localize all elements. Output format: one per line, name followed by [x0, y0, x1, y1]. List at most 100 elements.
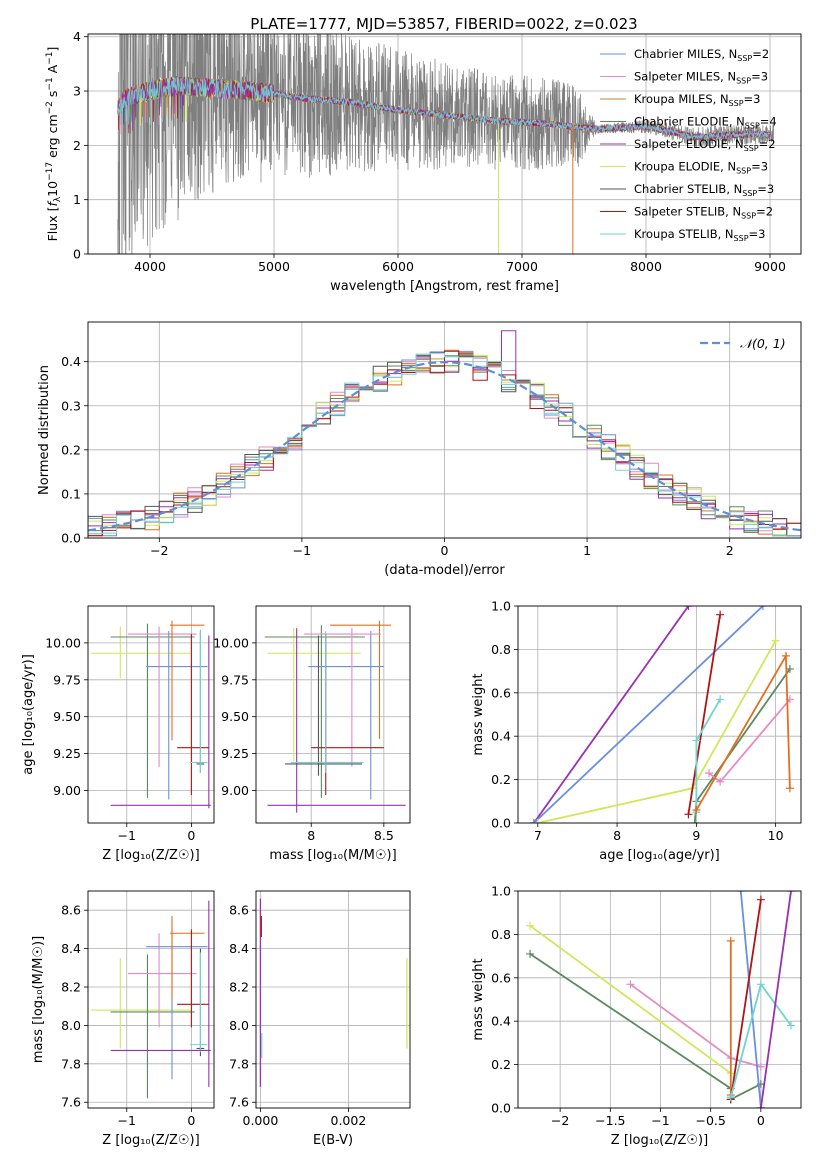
legend-label-main: Salpeter MILES, N [634, 70, 736, 84]
y-axis-label-part: −1 [45, 51, 55, 64]
y-tick-label: 9.25 [221, 746, 249, 761]
weight_vs_z-plot-area [526, 891, 795, 1108]
x-tick-label: 5000 [258, 259, 290, 274]
weight-marker [526, 949, 535, 958]
legend-label-tail: =3 [751, 160, 768, 174]
errorbar-point [264, 625, 365, 798]
legend-item: Kroupa MILES, NSSP=3 [600, 92, 760, 108]
y-tick-label: 8.2 [229, 980, 249, 995]
normal-curve [88, 360, 801, 532]
errorbar-point [308, 631, 384, 800]
errorbar-point [110, 635, 211, 809]
weight_vs_z-frame [517, 890, 802, 1109]
weight-series-salpeter_stelib [729, 899, 762, 1100]
weight-marker [786, 1021, 795, 1030]
legend-label-tail: =3 [751, 70, 768, 84]
legend-label: Salpeter ELODIE, NSSP=2 [634, 137, 776, 153]
y-tick-label: 0.2 [491, 772, 511, 787]
legend-label: Chabrier MILES, NSSP=2 [634, 47, 769, 63]
legend-item: Chabrier ELODIE, NSSP=4 [600, 115, 777, 131]
y-tick-label: 0.0 [491, 816, 511, 831]
errorbar-point [91, 626, 191, 679]
y-tick-label: 8.4 [229, 941, 249, 956]
legend-item: Kroupa ELODIE, NSSP=3 [600, 160, 768, 176]
y-tick-label: 2 [73, 138, 81, 153]
y-tick-label: 9.25 [53, 746, 81, 761]
y-tick-label: 1 [73, 192, 81, 207]
y-axis-label-part: λ [53, 196, 63, 202]
weight-marker [785, 784, 794, 793]
mass_vs_ebv-plot-area [259, 898, 408, 1087]
legend-label-tail: =3 [749, 227, 766, 241]
weight-marker [692, 736, 701, 745]
y-tick-label: 7.8 [61, 1056, 81, 1071]
weight_vs_z-panel: −2 −1.5 −1 −0.5 0 0.0 0.2 0.4 0.6 0.8 1.0 Z [log₁₀(… [471, 884, 802, 1148]
y-tick-label: 7.8 [229, 1056, 249, 1071]
weight-marker [785, 664, 794, 673]
residuals-panel: −2 −1 0 1 2 0.0 0.1 0.2 0.3 0.4 (data-model)/error… [37, 321, 802, 578]
y-axis-label-part: 10 [45, 181, 60, 197]
x-tick-label: 2 [726, 543, 734, 558]
y-tick-label: 0.2 [61, 442, 81, 457]
age_vs_mass-frame [255, 605, 411, 824]
age_vs_z-panel: −1 0 9.00 9.25 9.50 9.75 10.00 Z [log₁₀(Z/Z☉)] a… [21, 605, 215, 863]
errorbar-point [110, 954, 195, 1099]
x-tick-label: −1 [293, 543, 311, 558]
y-tick-label: 0.4 [491, 729, 511, 744]
errorbar-point [285, 635, 363, 776]
weight-marker [786, 891, 795, 895]
y-axis-label: age [log₁₀(age/yr)] [21, 654, 36, 775]
y-tick-label: 9.00 [53, 783, 81, 798]
x-axis-label: Z [log₁₀(Z/Z☉)] [102, 848, 199, 863]
weight-marker [756, 980, 765, 989]
legend-label-sub: SSP [744, 144, 759, 153]
legend-label-main: Chabrier STELIB, N [634, 182, 742, 196]
y-tick-label: 8.6 [229, 903, 249, 918]
errorbar-point [330, 620, 392, 739]
x-axis-label: age [log₁₀(age/yr)] [599, 848, 720, 863]
errorbar-point [91, 958, 191, 1049]
weight-series-salpeter_elodie [760, 891, 792, 1108]
weight-marker [684, 810, 693, 819]
weight-series-chabrier_miles [739, 891, 762, 1108]
x-tick-label: 8 [307, 828, 315, 843]
legend-label-sub: SSP [745, 122, 760, 131]
y-tick-label: 9.75 [221, 672, 249, 687]
x-tick-label: −1.5 [595, 1113, 625, 1128]
y-axis-label: Normed distribution [37, 365, 52, 495]
y-tick-label: 9.50 [53, 709, 81, 724]
weight-marker [726, 936, 735, 945]
y-tick-label: 0.0 [61, 531, 81, 546]
x-tick-label: 0 [757, 1113, 765, 1128]
legend-label: Kroupa STELIB, NSSP=3 [634, 227, 765, 243]
weight-marker [626, 980, 635, 989]
legend-label-sub: SSP [742, 189, 757, 198]
legend-item: Kroupa STELIB, NSSP=3 [600, 227, 765, 243]
legend-label: Salpeter STELIB, NSSP=2 [634, 205, 773, 221]
weight_vs_age-panel: 7 8 9 10 0.0 0.2 0.4 0.6 0.8 1.0 age [log₁₀(age/yr… [471, 599, 802, 863]
y-axis-label: Flux [fλ10−17 erg cm−2 s−1 A−1] [45, 47, 63, 242]
x-tick-label: −0.5 [696, 1113, 726, 1128]
errorbar-point [128, 933, 197, 1028]
y-tick-label: 0.6 [491, 970, 511, 985]
age_vs_z-frame [87, 605, 215, 824]
y-tick-label: 0.6 [491, 685, 511, 700]
legend-label-sub: SSP [737, 54, 752, 63]
model-spectrum-kroupa_stelib [117, 76, 771, 141]
legend-label-main: Chabrier MILES, N [634, 47, 737, 61]
y-axis-label-part: f [45, 201, 60, 207]
x-axis-label: Z [log₁₀(Z/Z☉)] [611, 1133, 708, 1148]
y-axis-label-part: A [45, 64, 60, 77]
y-tick-label: 4 [73, 29, 81, 44]
age_vs_mass-plot-area [264, 620, 406, 813]
x-tick-label: 9000 [754, 259, 786, 274]
weight-marker [684, 606, 693, 610]
y-tick-label: 8.6 [61, 903, 81, 918]
figure-title: PLATE=1777, MJD=53857, FIBERID=0022, z=0… [250, 15, 637, 33]
weight-marker [690, 819, 699, 823]
mass_vs_ebv-frame [255, 890, 411, 1109]
weight-marker [529, 819, 538, 823]
legend-label-tail: =2 [752, 47, 769, 61]
age_vs_mass-grid [256, 606, 410, 823]
